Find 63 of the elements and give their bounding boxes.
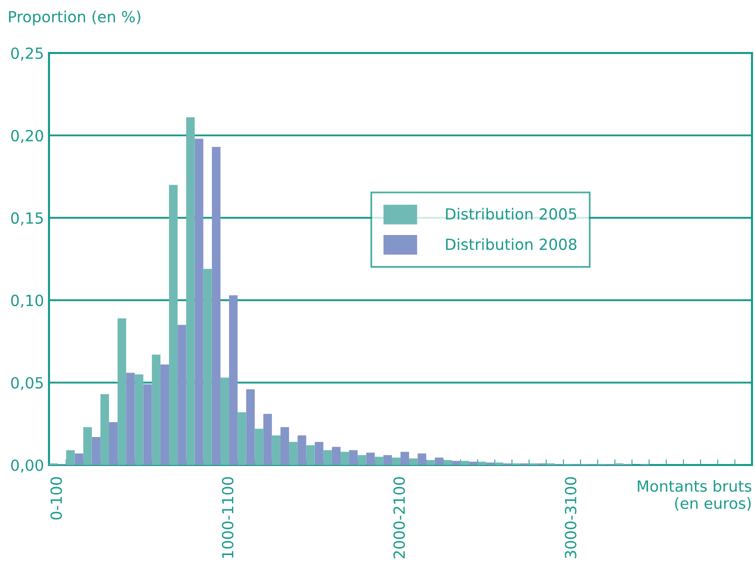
bar [229, 295, 238, 465]
bar [263, 414, 272, 465]
bar [74, 453, 84, 465]
bar [212, 146, 220, 465]
bar [323, 450, 332, 465]
bar [152, 354, 160, 465]
bar [332, 446, 340, 465]
bar [349, 450, 358, 465]
bar [374, 456, 384, 465]
bar [126, 372, 135, 465]
bar [66, 450, 75, 465]
bar [220, 378, 230, 465]
bar [434, 458, 444, 465]
bar [92, 436, 100, 465]
bar [452, 460, 461, 465]
bar [298, 435, 306, 465]
bar [100, 394, 110, 465]
bar [134, 374, 144, 465]
bar [160, 364, 170, 465]
x-tick-label: 3000-3100 [564, 477, 576, 558]
bar [358, 455, 366, 465]
bar [143, 384, 152, 465]
bar [409, 458, 418, 465]
x-tick-label: 1000-1100 [222, 477, 234, 558]
bar [203, 268, 212, 465]
bar [400, 452, 410, 465]
bar [289, 442, 298, 465]
bar [314, 442, 324, 465]
bar [109, 422, 118, 465]
y-tick-label: 0,15 [11, 212, 43, 226]
bar [306, 445, 315, 465]
bar [186, 117, 195, 465]
bar [118, 318, 126, 465]
bar [254, 428, 264, 465]
bar [194, 138, 204, 465]
x-axis-title: Montants bruts (en euros) [638, 480, 752, 511]
bar [392, 458, 400, 465]
x-tick-label: 2000-2100 [393, 477, 405, 558]
bar [460, 460, 470, 465]
bar [469, 462, 478, 465]
bar [246, 389, 255, 465]
bar [478, 462, 486, 465]
bar [280, 427, 290, 465]
bar [238, 412, 246, 465]
y-tick-label: 0,10 [11, 294, 44, 308]
bar [426, 460, 435, 465]
bar [366, 452, 375, 465]
x-tick-label: 0-100 [50, 477, 62, 520]
legend-label: Distribution 2005 [446, 208, 576, 220]
y-axis-title: Proportion (en %) [9, 10, 140, 26]
bar [443, 460, 452, 465]
bar [418, 453, 426, 465]
bar [169, 184, 178, 465]
y-tick-label: 0,00 [11, 459, 44, 473]
bar [83, 427, 92, 465]
y-tick-label: 0,25 [11, 47, 43, 61]
legend-label: Distribution 2008 [446, 238, 576, 250]
bar [383, 455, 392, 465]
y-tick-label: 0,05 [11, 377, 43, 390]
bar [178, 324, 186, 465]
y-tick-label: 0,20 [11, 130, 44, 143]
bar [272, 435, 280, 465]
bar [340, 452, 350, 465]
